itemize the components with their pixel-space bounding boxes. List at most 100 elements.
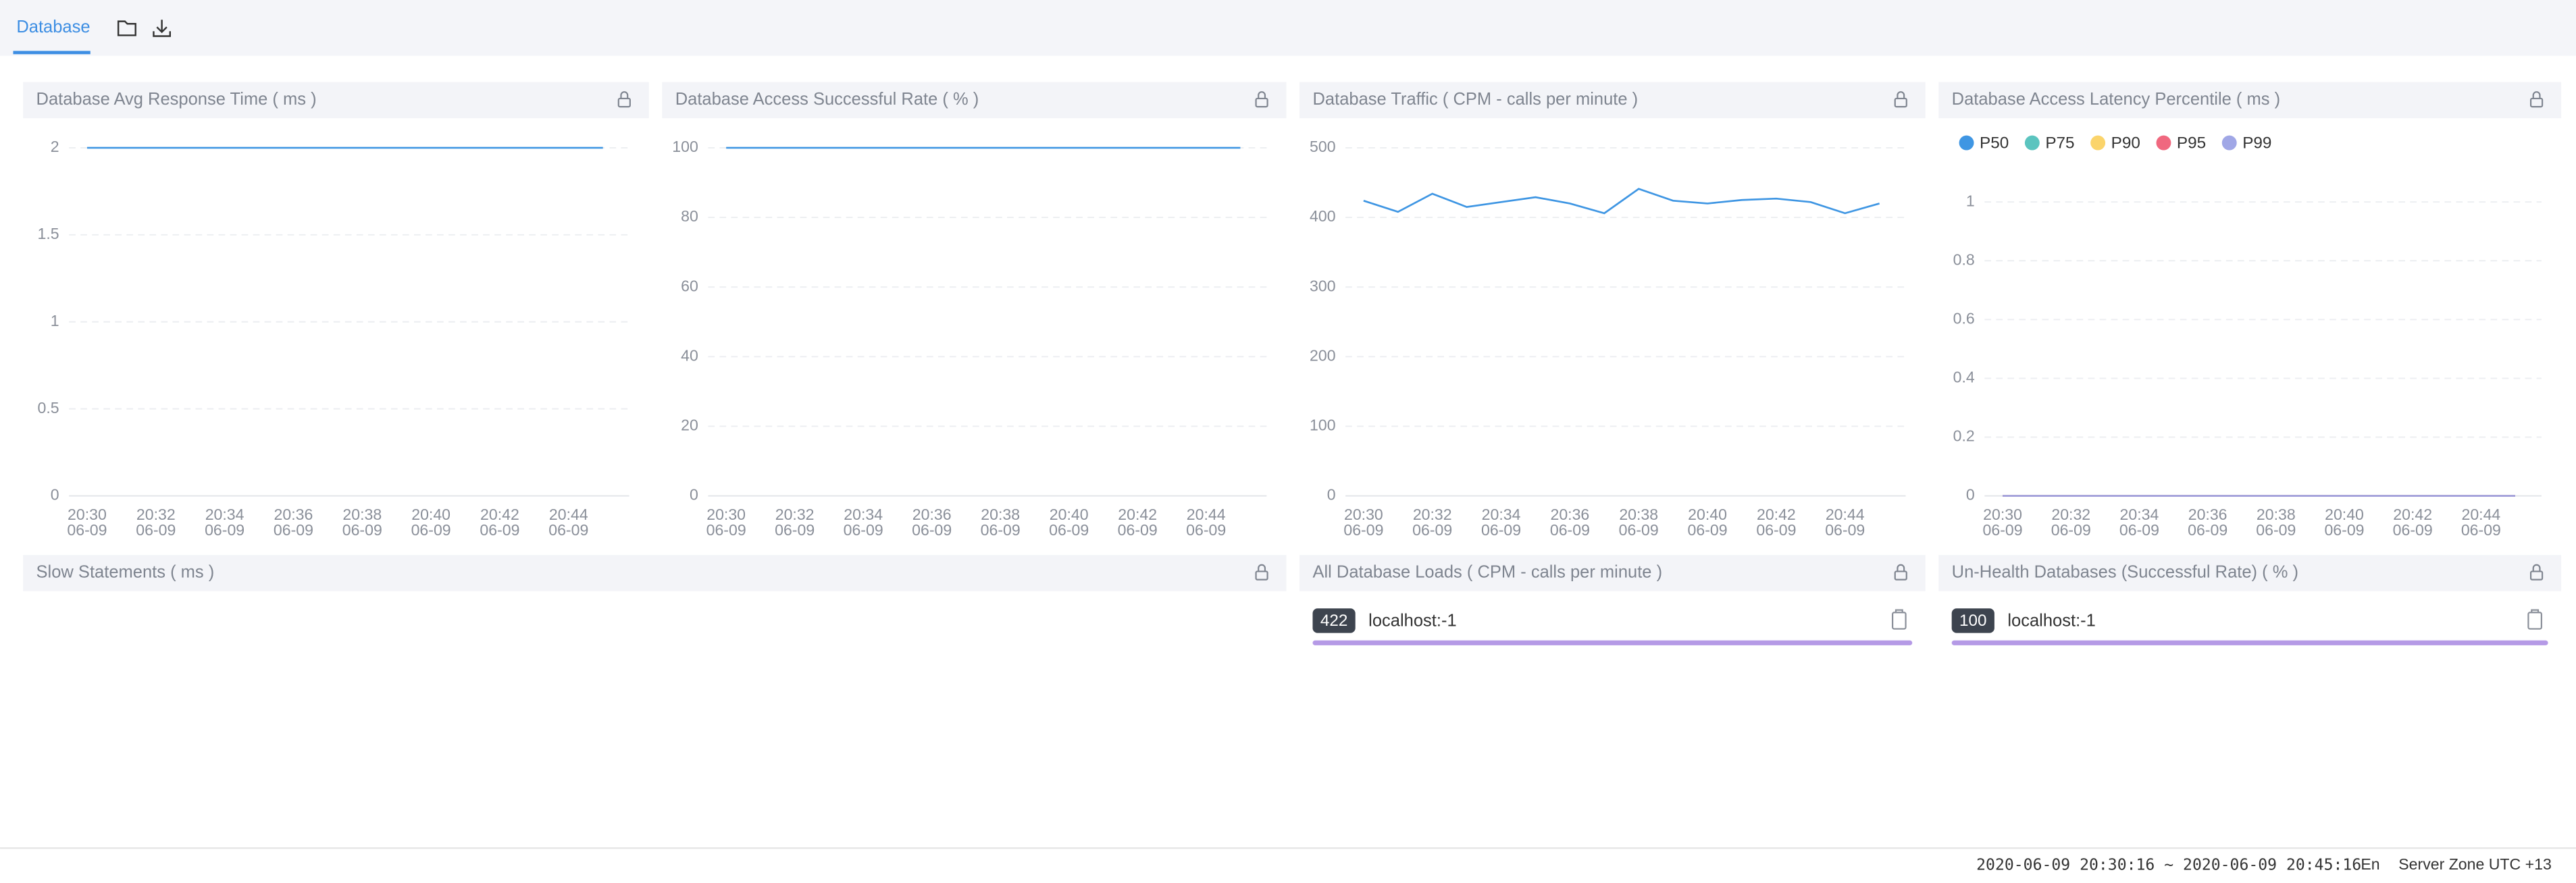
panel-title: Database Access Latency Percentile ( ms … bbox=[1952, 90, 2280, 109]
x-tick-label: 20:38 bbox=[981, 506, 1020, 523]
y-tick-label: 0.2 bbox=[1953, 427, 1975, 445]
x-tick-label: 20:38 bbox=[1619, 506, 1658, 523]
x-tick-label: 20:36 bbox=[274, 506, 313, 523]
lock-body bbox=[1894, 97, 1907, 108]
badge-value: 422 bbox=[1320, 612, 1348, 630]
lock-icon[interactable] bbox=[1255, 91, 1268, 108]
x-tick-date: 06-09 bbox=[912, 521, 952, 539]
panel-header bbox=[1299, 555, 1926, 591]
lock-body bbox=[2529, 570, 2544, 581]
panel-header bbox=[1299, 82, 1926, 119]
y-tick-label: 0 bbox=[51, 486, 59, 504]
x-tick-label: 20:44 bbox=[1826, 506, 1865, 523]
x-tick-label: 20:42 bbox=[1118, 506, 1157, 523]
lock-icon[interactable] bbox=[1255, 564, 1268, 581]
download-icon[interactable] bbox=[153, 20, 171, 37]
tab[interactable]: Database bbox=[16, 18, 90, 36]
x-tick-date: 06-09 bbox=[136, 521, 176, 539]
legend-label: P50 bbox=[1980, 134, 2009, 152]
lock-body bbox=[1255, 570, 1268, 581]
x-tick-date: 06-09 bbox=[342, 521, 382, 539]
lock-shackle bbox=[1258, 91, 1266, 99]
lock-icon[interactable] bbox=[2529, 91, 2544, 108]
legend-swatch bbox=[2024, 135, 2040, 151]
y-tick-label: 40 bbox=[681, 346, 698, 364]
x-tick-label: 20:40 bbox=[411, 506, 450, 523]
y-tick-label: 60 bbox=[681, 277, 698, 294]
copy-icon[interactable] bbox=[2527, 609, 2542, 630]
server-zone: Server Zone UTC +13 bbox=[2398, 855, 2552, 873]
value-badge bbox=[1312, 608, 1356, 633]
lock-icon[interactable] bbox=[617, 91, 631, 108]
legend-swatch bbox=[2156, 135, 2171, 151]
panel-title: All Database Loads ( CPM - calls per min… bbox=[1312, 563, 1662, 582]
x-tick-label: 20:34 bbox=[844, 506, 883, 523]
y-tick-label: 1.5 bbox=[37, 225, 59, 242]
lock-shackle bbox=[1258, 564, 1266, 572]
lock-body bbox=[1894, 570, 1907, 581]
x-tick-date: 06-09 bbox=[981, 521, 1021, 539]
time-range[interactable]: 2020-06-09 20:30:16 ~ 2020-06-09 20:45:1… bbox=[1976, 856, 2361, 874]
tab-underline bbox=[13, 51, 91, 55]
panel-title: Un-Health Databases (Successful Rate) ( … bbox=[1952, 563, 2298, 582]
x-tick-label: 20:30 bbox=[1983, 506, 2022, 523]
legend-item[interactable]: P90 bbox=[2090, 134, 2140, 152]
copy-icon[interactable] bbox=[1892, 609, 1907, 630]
copy-body bbox=[2527, 612, 2542, 630]
x-tick-date: 06-09 bbox=[480, 521, 519, 539]
x-tick-label: 20:32 bbox=[1413, 506, 1452, 523]
lock-shackle bbox=[1897, 91, 1905, 99]
y-tick-label: 400 bbox=[1310, 207, 1336, 225]
x-tick-date: 06-09 bbox=[411, 521, 451, 539]
x-tick-label: 20:32 bbox=[775, 506, 815, 523]
item-label: localhost:-1 bbox=[2007, 611, 2095, 630]
x-tick-label: 20:40 bbox=[2325, 506, 2364, 523]
copy-top bbox=[2531, 609, 2540, 613]
x-tick-date: 06-09 bbox=[706, 521, 746, 539]
folder-icon[interactable] bbox=[117, 20, 136, 36]
y-tick-label: 0.8 bbox=[1953, 250, 1975, 268]
lock-shackle bbox=[2532, 564, 2541, 572]
panel-header bbox=[662, 82, 1287, 119]
x-tick-label: 20:36 bbox=[912, 506, 952, 523]
legend-item[interactable]: P95 bbox=[2156, 134, 2207, 152]
lock-icon[interactable] bbox=[2529, 564, 2544, 581]
x-tick-label: 20:42 bbox=[2393, 506, 2432, 523]
x-tick-label: 20:40 bbox=[1688, 506, 1727, 523]
x-tick-label: 20:42 bbox=[480, 506, 519, 523]
legend-label: P75 bbox=[2045, 134, 2074, 152]
x-tick-date: 06-09 bbox=[274, 521, 313, 539]
x-tick-label: 20:44 bbox=[1187, 506, 1226, 523]
x-tick-label: 20:34 bbox=[2120, 506, 2159, 523]
x-tick-label: 20:38 bbox=[342, 506, 382, 523]
x-tick-label: 20:34 bbox=[205, 506, 244, 523]
panel-title: Database Avg Response Time ( ms ) bbox=[36, 90, 317, 109]
legend-item[interactable]: P75 bbox=[2024, 134, 2075, 152]
x-tick-date: 06-09 bbox=[205, 521, 244, 539]
y-tick-label: 0.5 bbox=[37, 399, 59, 417]
lock-icon[interactable] bbox=[1894, 91, 1907, 108]
lock-body bbox=[1255, 97, 1268, 108]
legend-item[interactable]: P50 bbox=[1959, 134, 2009, 152]
x-tick-label: 20:32 bbox=[136, 506, 176, 523]
legend-label: P90 bbox=[2111, 134, 2140, 152]
language[interactable]: En bbox=[2361, 855, 2379, 873]
x-tick-date: 06-09 bbox=[1983, 521, 2023, 539]
lock-icon[interactable] bbox=[1894, 564, 1907, 581]
y-tick-label: 80 bbox=[681, 207, 698, 225]
legend-item[interactable]: P99 bbox=[2221, 134, 2272, 152]
item-bar bbox=[1312, 640, 1913, 645]
legend-swatch bbox=[1959, 135, 1974, 151]
panel-title: Slow Statements ( ms ) bbox=[36, 563, 215, 582]
x-tick-date: 06-09 bbox=[2461, 521, 2501, 539]
legend-swatch bbox=[2221, 135, 2237, 151]
y-tick-label: 500 bbox=[1310, 138, 1336, 155]
legend-label: P99 bbox=[2242, 134, 2271, 152]
y-tick-label: 200 bbox=[1310, 346, 1336, 364]
series-line bbox=[1363, 188, 1880, 215]
copy-top bbox=[1895, 609, 1903, 613]
panel-header bbox=[23, 555, 1287, 591]
badge-value: 100 bbox=[1959, 612, 1987, 630]
x-tick-date: 06-09 bbox=[2324, 521, 2364, 539]
